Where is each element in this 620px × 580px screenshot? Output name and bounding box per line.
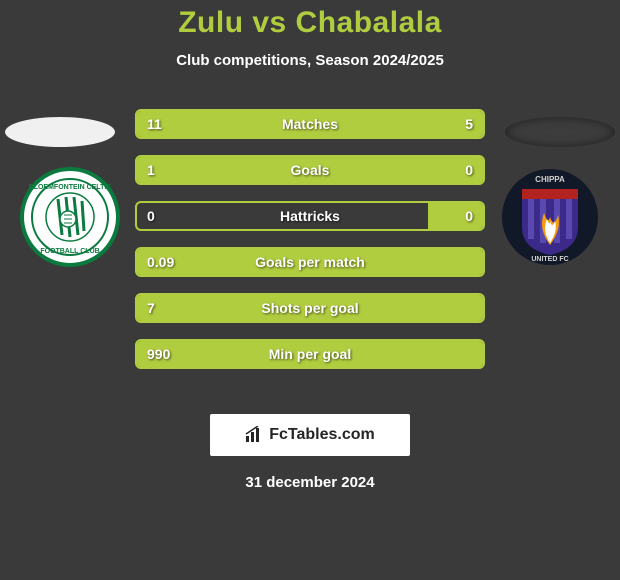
stat-label: Goals per match <box>255 254 365 270</box>
stat-bar-right <box>428 157 483 183</box>
stat-label: Matches <box>282 116 338 132</box>
stat-value-left: 7 <box>147 300 155 316</box>
brand-chart-icon <box>245 426 263 444</box>
stat-row: 1 Goals 0 <box>135 155 485 185</box>
stat-label: Goals <box>291 162 330 178</box>
stat-row: 0.09 Goals per match <box>135 247 485 277</box>
club-logo-left: BLOEMFONTEIN CELTIC FOOTBALL CLUB <box>20 167 120 267</box>
stat-bar-right <box>428 203 483 229</box>
stat-value-right: 0 <box>465 208 473 224</box>
stat-row: 11 Matches 5 <box>135 109 485 139</box>
svg-text:CHIPPA: CHIPPA <box>535 175 565 184</box>
stat-label: Min per goal <box>269 346 351 362</box>
stat-value-left: 0.09 <box>147 254 174 270</box>
stat-row: 7 Shots per goal <box>135 293 485 323</box>
stat-value-left: 11 <box>147 116 162 132</box>
chippa-united-icon: CHIPPA UNITED FC <box>500 167 600 267</box>
stats-bars: 11 Matches 5 1 Goals 0 0 Hattricks 0 0.09 Goals pe… <box>135 109 485 385</box>
player-base-left <box>5 117 115 147</box>
svg-text:FOOTBALL CLUB: FOOTBALL CLUB <box>40 248 99 255</box>
svg-text:BLOEMFONTEIN CELTIC: BLOEMFONTEIN CELTIC <box>29 184 112 191</box>
stat-row: 0 Hattricks 0 <box>135 201 485 231</box>
comparison-infographic: Zulu vs Chabalala Club competitions, Sea… <box>0 0 620 580</box>
bloemfontein-celtic-icon: BLOEMFONTEIN CELTIC FOOTBALL CLUB <box>20 167 120 267</box>
stat-value-left: 990 <box>147 346 170 362</box>
stat-value-left: 0 <box>147 208 155 224</box>
brand-text: FcTables.com <box>269 426 375 444</box>
stat-value-right: 5 <box>465 116 473 132</box>
stat-bar-left <box>137 111 375 137</box>
page-subtitle: Club competitions, Season 2024/2025 <box>0 52 620 69</box>
brand-badge[interactable]: FcTables.com <box>210 414 410 456</box>
stat-value-right: 0 <box>465 162 473 178</box>
stat-row: 990 Min per goal <box>135 339 485 369</box>
stat-value-left: 1 <box>147 162 155 178</box>
player-base-right <box>505 117 615 147</box>
stat-label: Shots per goal <box>261 300 358 316</box>
footer-date: 31 december 2024 <box>0 474 620 491</box>
stat-label: Hattricks <box>280 208 340 224</box>
club-logo-right: CHIPPA UNITED FC <box>500 167 600 267</box>
page-title: Zulu vs Chabalala <box>0 6 620 40</box>
svg-text:UNITED FC: UNITED FC <box>531 256 568 263</box>
